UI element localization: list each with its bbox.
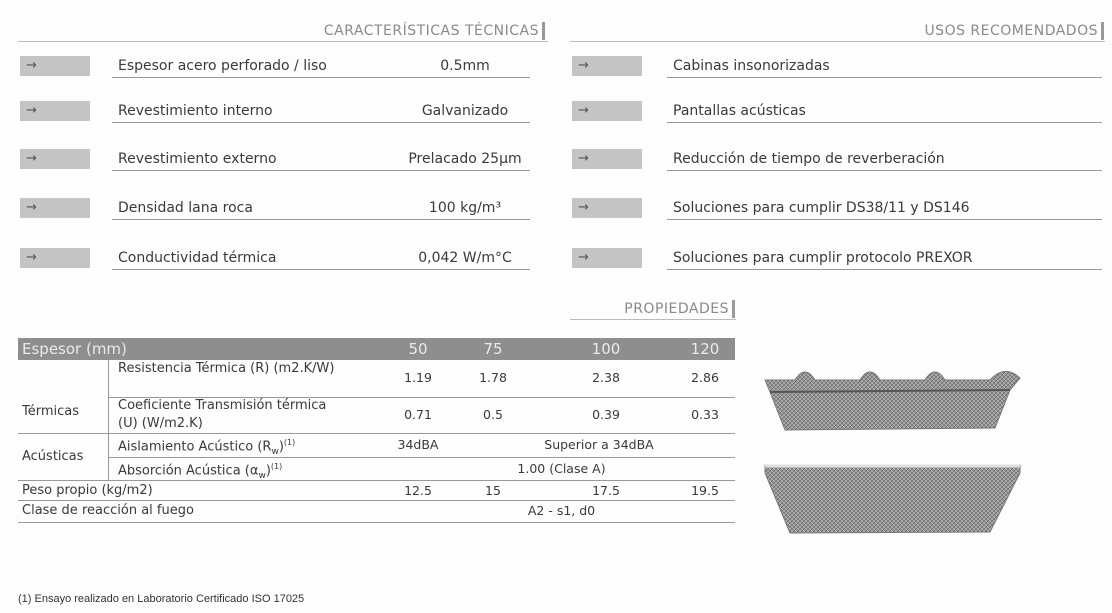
rule	[18, 41, 548, 42]
cell-value: 15	[485, 483, 501, 498]
header-value: 120	[690, 340, 720, 358]
arrow-box: →	[572, 198, 642, 218]
row-rule	[112, 269, 530, 270]
section-title: USOS RECOMENDADOS	[924, 22, 1104, 40]
feature-value: Prelacado 25µm	[408, 151, 522, 167]
section-title: CARACTERÍSTICAS TÉCNICAS	[324, 22, 545, 40]
panel-top	[764, 371, 1021, 431]
cell-value: A2 - s1, d0	[527, 503, 596, 518]
row-rule	[112, 122, 530, 123]
table-rule	[108, 397, 735, 398]
cell-value: 2.38	[592, 370, 620, 385]
arrow-box: →	[572, 101, 642, 121]
row-rule	[667, 77, 1102, 78]
label-text: Absorción Acústica (α	[118, 463, 259, 479]
table-rule	[108, 457, 735, 458]
table-rule	[18, 522, 735, 523]
group-label: Térmicas	[22, 404, 80, 419]
arrow-box: →	[572, 56, 642, 76]
label-text: )	[278, 439, 284, 455]
cell-value: Superior a 34dBA	[544, 437, 654, 452]
cell-value: 1.00 (Clase A)	[517, 461, 606, 476]
arrow-box: →	[20, 56, 90, 76]
header-value: 75	[483, 340, 503, 358]
row-rule	[112, 77, 530, 78]
feature-label: Espesor acero perforado / liso	[118, 58, 327, 74]
label-note: (1)	[283, 438, 296, 447]
row-rule	[667, 269, 1102, 270]
table-header	[18, 338, 735, 360]
section-title: PROPIEDADES	[624, 300, 735, 318]
rule	[570, 319, 736, 320]
row-label: Clase de reacción al fuego	[22, 503, 194, 518]
cell-value: 0.39	[592, 407, 620, 422]
label-sub: w	[271, 446, 279, 457]
arrow-box: →	[572, 248, 642, 268]
table-rule	[18, 433, 735, 434]
feature-value: 0.5mm	[440, 58, 490, 74]
label-text: )	[265, 463, 271, 479]
table-rule	[18, 500, 735, 501]
feature-value: 100 kg/m³	[428, 200, 502, 216]
table-rule	[18, 480, 735, 481]
panel-illustration	[764, 371, 1021, 534]
row-label: Coeficiente Transmisión térmica (U) (W/m…	[118, 398, 327, 431]
cell-value: 17.5	[592, 483, 620, 498]
group-label: Acústicas	[22, 449, 84, 464]
row-label: Absorción Acústica (αw)(1)	[118, 458, 282, 485]
label-sub: w	[258, 470, 266, 481]
arrow-box: →	[20, 149, 90, 169]
row-rule	[667, 122, 1102, 123]
cell-value: 2.86	[691, 370, 719, 385]
row-rule	[112, 170, 530, 171]
row-rule	[667, 219, 1102, 220]
row-rule	[667, 170, 1102, 171]
cell-value: 0.5	[483, 407, 503, 422]
feature-label: Revestimiento interno	[118, 103, 273, 119]
header-value: 50	[408, 340, 428, 358]
feature-value: Galvanizado	[421, 103, 509, 119]
cell-value: 1.78	[479, 370, 507, 385]
header-label: Espesor (mm)	[22, 340, 127, 358]
label-note: (1)	[270, 462, 283, 471]
table-rule	[108, 360, 109, 480]
arrow-box: →	[20, 198, 90, 218]
header-value: 100	[591, 340, 621, 358]
arrow-box: →	[572, 149, 642, 169]
row-label: Resistencia Térmica (R) (m2.K/W)	[118, 361, 335, 376]
arrow-box: →	[20, 101, 90, 121]
row-label: Aislamiento Acústico (Rw)(1)	[118, 434, 295, 461]
rule	[570, 41, 1105, 42]
feature-label: Densidad lana roca	[118, 200, 253, 216]
use-item: Reducción de tiempo de reverberación	[673, 151, 945, 167]
cell-value: 0.71	[404, 407, 432, 422]
feature-label: Conductividad térmica	[118, 250, 277, 266]
arrow-box: →	[20, 248, 90, 268]
panel-bottom	[764, 464, 1021, 534]
cell-value: 12.5	[404, 483, 432, 498]
cell-value: 19.5	[691, 483, 719, 498]
footnote: (1) Ensayo realizado en Laboratorio Cert…	[18, 593, 305, 605]
row-rule	[112, 219, 530, 220]
cell-value: 34dBA	[397, 437, 439, 452]
use-item: Pantallas acústicas	[673, 103, 806, 119]
use-item: Cabinas insonorizadas	[673, 58, 830, 74]
feature-label: Revestimiento externo	[118, 151, 277, 167]
use-item: Soluciones para cumplir protocolo PREXOR	[673, 250, 973, 266]
feature-value: 0,042 W/m°C	[418, 250, 512, 266]
use-item: Soluciones para cumplir DS38/11 y DS146	[673, 200, 970, 216]
label-text: Aislamiento Acústico (R	[118, 439, 272, 455]
row-label: Peso propio (kg/m2)	[22, 483, 153, 498]
cell-value: 0.33	[691, 407, 719, 422]
cell-value: 1.19	[404, 370, 432, 385]
